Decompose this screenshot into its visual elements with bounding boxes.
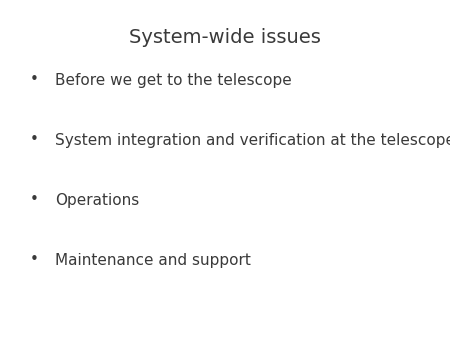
Text: Operations: Operations xyxy=(55,193,139,208)
Text: •: • xyxy=(30,132,39,147)
Text: Before we get to the telescope: Before we get to the telescope xyxy=(55,72,292,88)
Text: •: • xyxy=(30,72,39,88)
Text: Maintenance and support: Maintenance and support xyxy=(55,252,251,267)
Text: System-wide issues: System-wide issues xyxy=(129,28,321,47)
Text: •: • xyxy=(30,193,39,208)
Text: System integration and verification at the telescope: System integration and verification at t… xyxy=(55,132,450,147)
Text: •: • xyxy=(30,252,39,267)
